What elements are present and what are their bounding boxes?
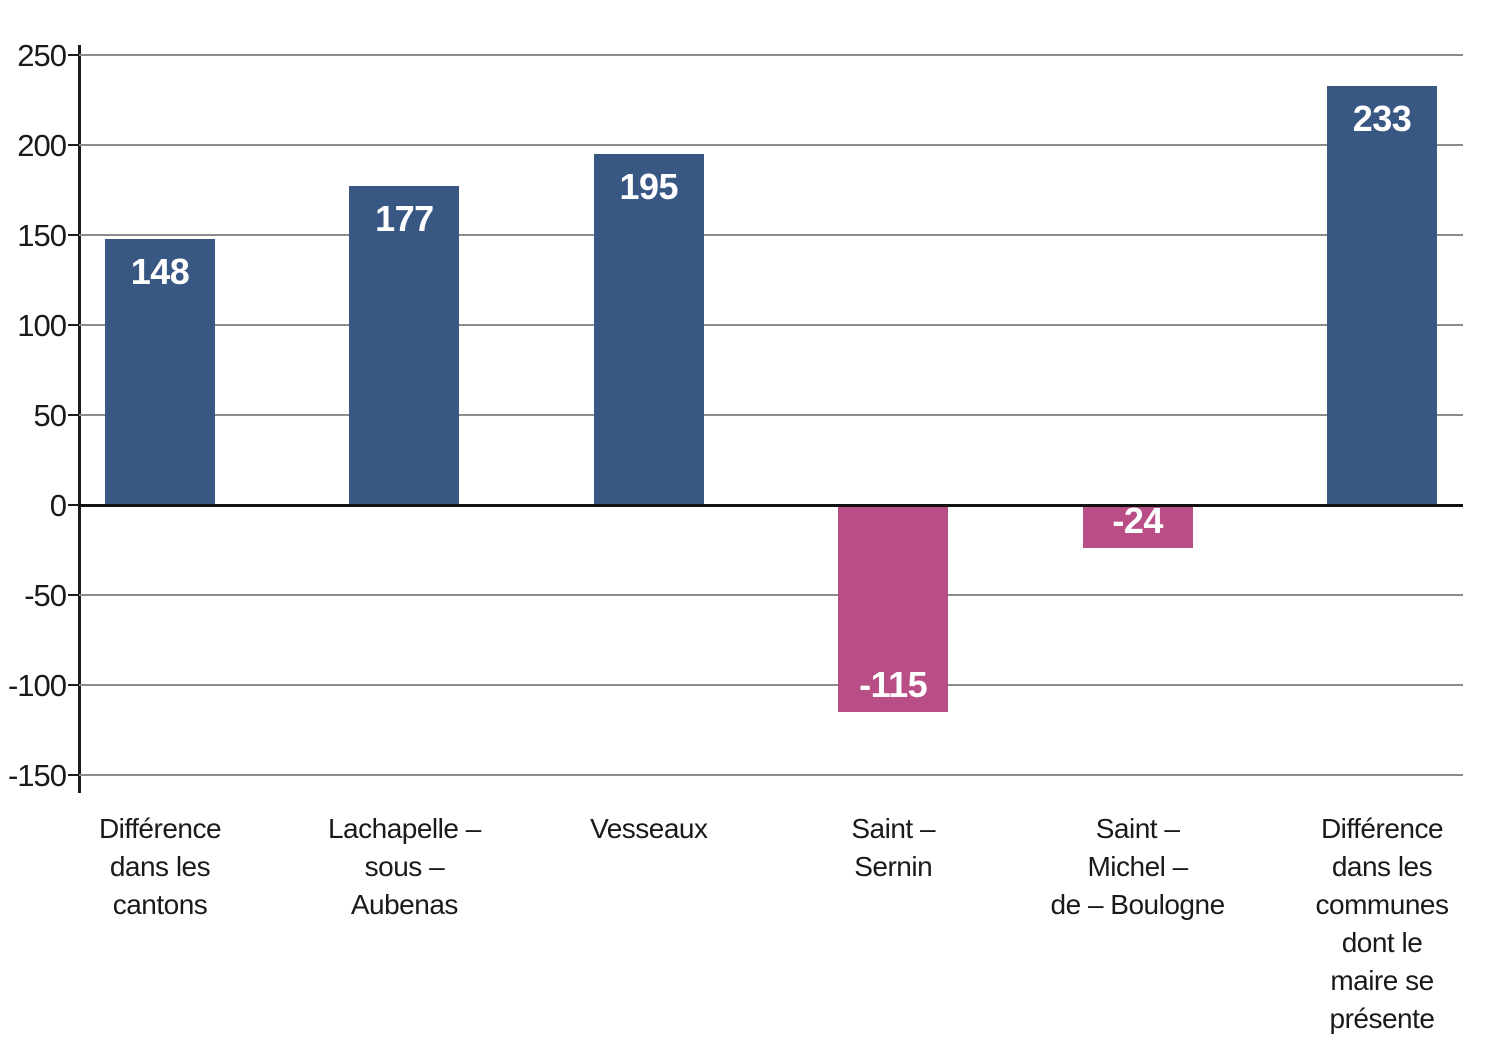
x-category-label: Vesseaux <box>590 813 708 844</box>
y-axis-tick-mark <box>68 504 79 506</box>
bar-value-label: 148 <box>130 250 190 292</box>
gridline <box>79 54 1463 56</box>
bar-value-label: 233 <box>1352 97 1412 139</box>
y-axis-tick-label: -150 <box>7 758 67 793</box>
y-axis-tick-label: -100 <box>7 668 67 703</box>
y-axis-line <box>77 45 81 793</box>
bar <box>105 238 215 505</box>
y-axis-tick-mark <box>68 774 79 776</box>
bar <box>593 154 704 505</box>
x-category-label: Différence dans les cantons <box>98 813 222 920</box>
y-axis-tick-mark <box>68 54 79 56</box>
y-axis-tick-mark <box>68 684 79 686</box>
gridline <box>79 324 1463 326</box>
y-axis-tick-label: 150 <box>17 218 67 253</box>
gridline <box>79 684 1463 686</box>
y-axis-tick-label: -50 <box>24 578 67 613</box>
y-axis-tick-mark <box>68 234 79 236</box>
x-category-label: Lachapelle – sous – Aubenas <box>327 813 481 920</box>
bar-value-label: 195 <box>619 166 679 207</box>
y-axis-tick-label: 0 <box>49 488 67 523</box>
y-axis-tick-label: 100 <box>17 308 67 343</box>
y-axis-tick-mark <box>68 144 79 146</box>
zero-axis-line <box>79 503 1463 507</box>
y-axis-tick-label: 50 <box>33 398 67 433</box>
gridline <box>79 774 1463 776</box>
bar <box>349 186 460 505</box>
bar-value-label: -115 <box>859 664 928 705</box>
bar <box>1082 505 1193 549</box>
y-axis-tick-label: 250 <box>17 38 67 73</box>
gridline <box>79 594 1463 596</box>
bar-value-label: 177 <box>375 198 434 240</box>
x-category-label: Saint – Michel – de – Boulogne <box>1050 813 1226 920</box>
y-axis-tick-mark <box>68 414 79 416</box>
y-axis-tick-mark <box>68 324 79 326</box>
x-category-label: Saint – Sernin <box>851 813 936 882</box>
bar <box>838 505 949 712</box>
gridline <box>79 234 1463 236</box>
x-category-label: Différence dans les communes dont le maire s… <box>1315 813 1449 1034</box>
y-axis-tick-label: 200 <box>17 128 67 163</box>
gridline <box>79 414 1463 416</box>
y-axis-tick-mark <box>68 594 79 596</box>
bar <box>1327 85 1437 505</box>
bar-value-label: -24 <box>1112 500 1163 542</box>
gridline <box>79 144 1463 146</box>
